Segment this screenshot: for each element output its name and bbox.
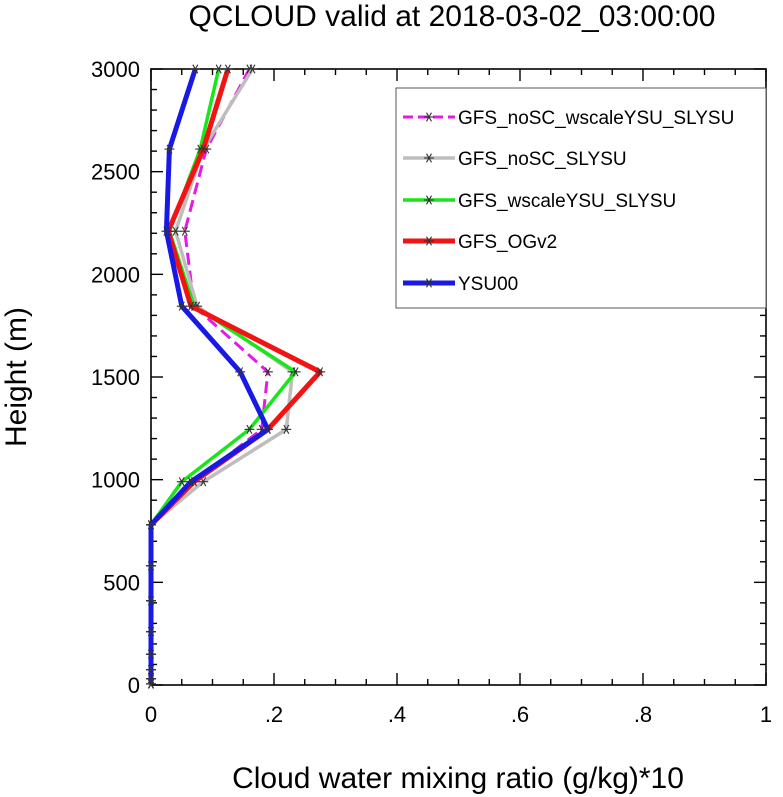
series-point <box>235 367 246 377</box>
legend-label: GFS_noSC_SLYSU <box>458 149 627 170</box>
series-point <box>262 424 273 434</box>
series-point <box>164 144 175 154</box>
y-axis-label: Height (m) <box>0 307 33 447</box>
y-axis-ticks: 0 500 1000 1500 2000 2500 3000 <box>91 57 766 698</box>
x-tick-label: .6 <box>511 702 529 727</box>
series-point <box>190 64 201 74</box>
legend-box <box>395 87 767 309</box>
x-tick-label: 1 <box>760 702 772 727</box>
series-point <box>213 64 224 74</box>
series-point <box>198 144 209 154</box>
x-tick-label: .4 <box>388 702 406 727</box>
series-point <box>176 301 187 311</box>
y-tick-label: 500 <box>103 570 140 595</box>
legend-label: GFS_OGv2 <box>458 232 557 253</box>
x-tick-label: .8 <box>634 702 652 727</box>
series-point <box>281 424 292 434</box>
series-point <box>161 226 172 236</box>
legend-label: GFS_noSC_wscaleYSU_SLYSU <box>458 108 734 129</box>
x-tick-label: .2 <box>265 702 283 727</box>
legend: GFS_noSC_wscaleYSU_SLYSU GFS_noSC_SLYSU GF… <box>395 87 767 309</box>
series-point <box>290 367 301 377</box>
y-tick-label: 0 <box>128 673 140 698</box>
x-tick-label: 0 <box>145 702 157 727</box>
x-axis-label: Cloud water mixing ratio (g/kg)*10 <box>232 762 684 795</box>
y-tick-label: 1500 <box>91 365 140 390</box>
series-point <box>262 367 273 377</box>
legend-item: GFS_OGv2 <box>403 232 557 253</box>
asterisk-marker <box>424 236 434 246</box>
y-tick-label: 2500 <box>91 160 140 185</box>
series-point <box>146 627 156 637</box>
asterisk-marker <box>424 278 434 288</box>
series-point <box>146 674 156 684</box>
series-point <box>146 664 156 675</box>
series-point <box>185 301 196 311</box>
series-point <box>176 477 187 487</box>
y-tick-label: 1000 <box>91 468 140 493</box>
asterisk-marker <box>424 195 434 205</box>
asterisk-marker <box>424 153 434 163</box>
series-layer <box>146 64 326 689</box>
series-point <box>146 649 156 659</box>
series-point <box>244 424 255 434</box>
asterisk-marker <box>424 112 434 122</box>
legend-item: YSU00 <box>403 274 518 295</box>
series-point <box>185 477 196 487</box>
y-tick-label: 3000 <box>91 57 140 82</box>
series-point <box>247 64 258 74</box>
series-point <box>315 367 326 377</box>
legend-label: YSU00 <box>458 274 518 295</box>
y-tick-label: 2000 <box>91 262 140 287</box>
series-point <box>179 226 190 236</box>
series-point <box>146 596 156 606</box>
legend-item: GFS_noSC_SLYSU <box>403 149 627 170</box>
series-point <box>146 520 156 530</box>
legend-item: GFS_noSC_wscaleYSU_SLYSU <box>403 108 734 129</box>
chart-title: QCLOUD valid at 2018-03-02_03:00:00 <box>189 0 716 33</box>
legend-label: GFS_wscaleYSU_SLYSU <box>458 191 676 212</box>
series-point <box>222 64 233 74</box>
series-point <box>146 561 156 571</box>
series-YSU00 <box>146 64 273 689</box>
legend-item: GFS_wscaleYSU_SLYSU <box>403 191 676 212</box>
